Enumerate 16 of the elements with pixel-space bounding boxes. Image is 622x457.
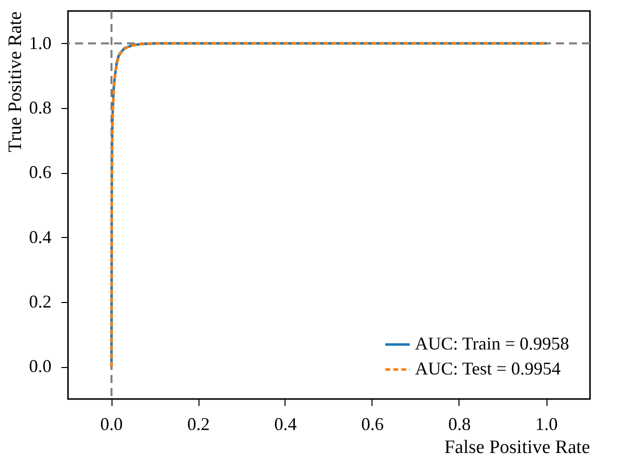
y-tick-label: 0.8 <box>29 98 52 118</box>
y-tick-label: 0.4 <box>29 226 52 247</box>
x-tick-label: 0.6 <box>361 414 384 434</box>
y-tick-label: 0.6 <box>29 162 52 182</box>
y-tick-label: 0.0 <box>29 356 52 376</box>
y-tick-label: 1.0 <box>29 32 52 53</box>
x-axis-title: False Positive Rate <box>444 437 590 457</box>
legend-label: AUC: Train = 0.9958 <box>415 334 570 354</box>
x-tick-label: 0.0 <box>100 414 123 434</box>
y-axis-title: True Positive Rate <box>5 12 26 152</box>
x-tick-label: 0.8 <box>448 414 471 434</box>
x-tick-label: 0.4 <box>274 414 297 434</box>
y-tick-label: 0.2 <box>29 292 52 312</box>
x-tick-label: 0.2 <box>187 414 210 434</box>
x-tick-label: 1.0 <box>535 414 558 434</box>
legend-label: AUC: Test = 0.9954 <box>415 358 561 378</box>
